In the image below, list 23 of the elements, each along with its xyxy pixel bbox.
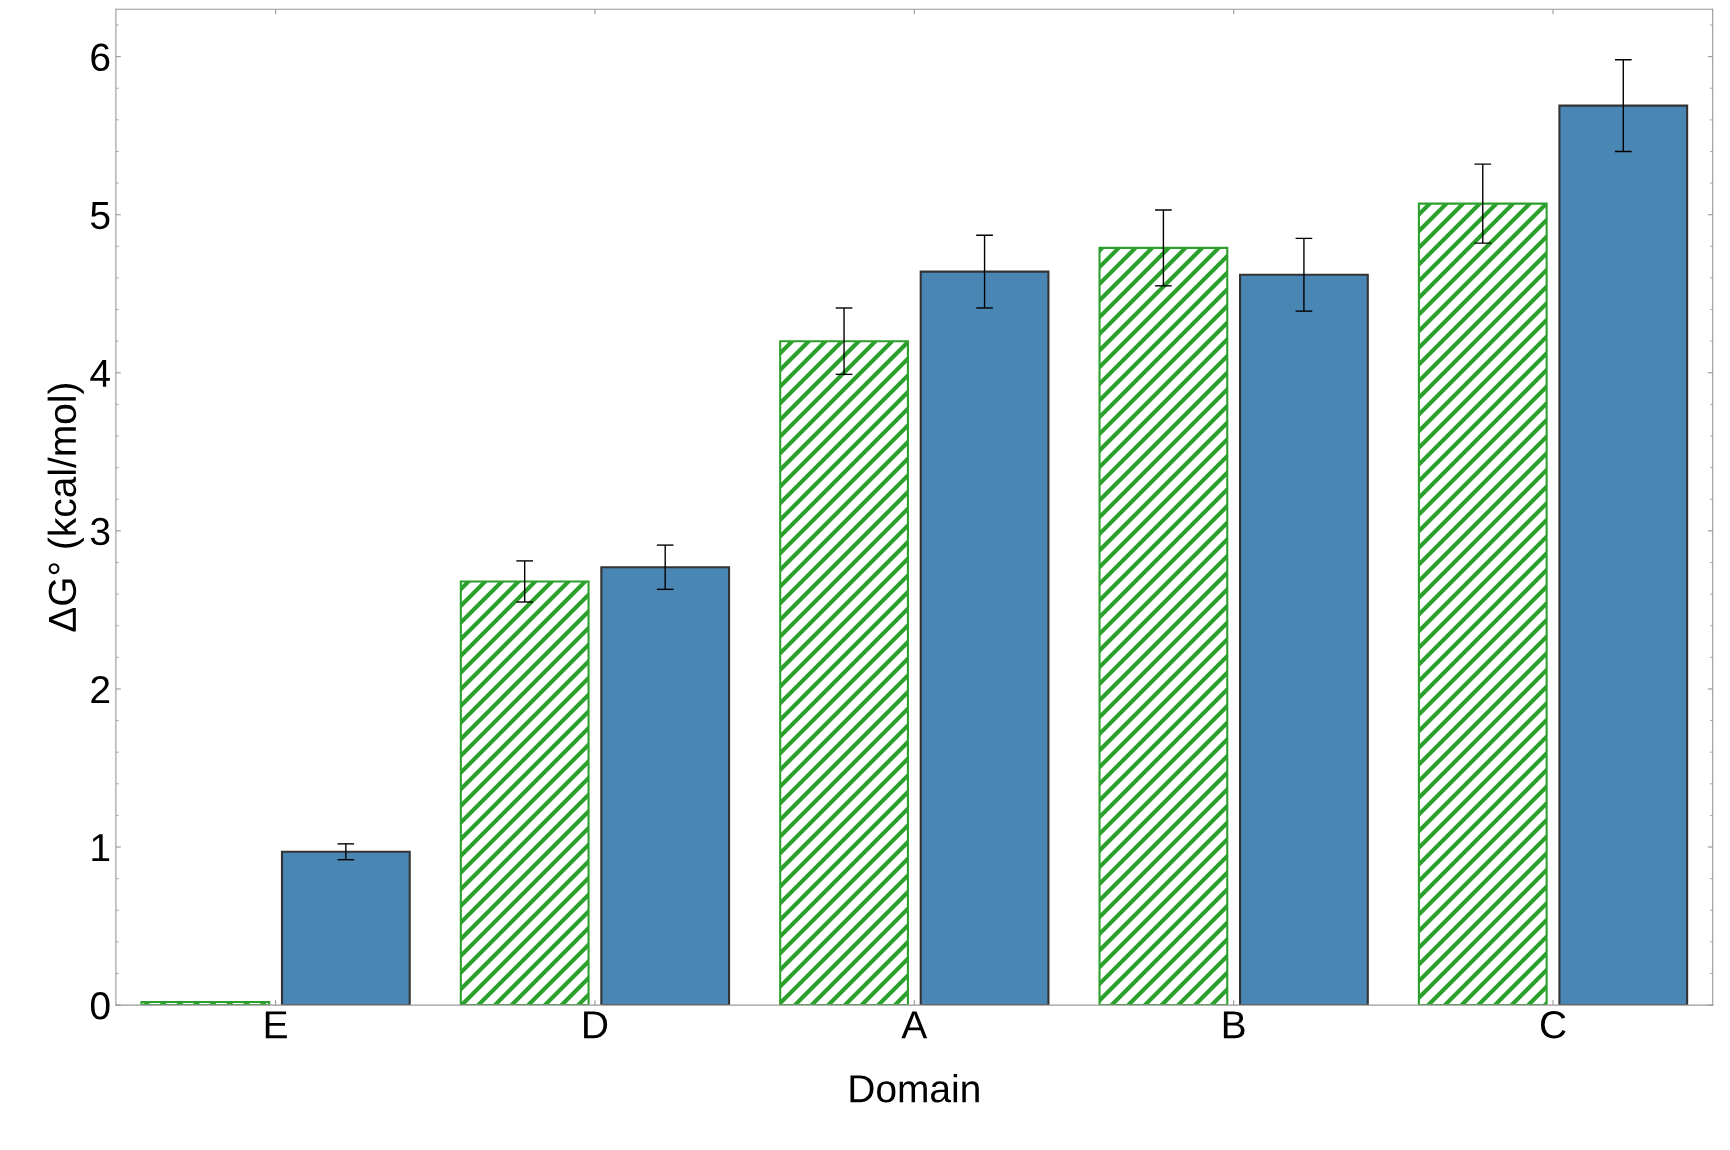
y-tick-label: 6 xyxy=(91,43,110,72)
y-tick-label: 1 xyxy=(92,834,110,862)
bar xyxy=(600,566,731,1006)
x-tick-label: C xyxy=(1540,1010,1566,1039)
bar xyxy=(919,270,1050,1006)
bar xyxy=(280,850,411,1006)
x-tick-label: B xyxy=(1223,1011,1245,1039)
y-tick-label: 5 xyxy=(90,202,110,230)
x-axis-title: Domain xyxy=(850,1073,979,1103)
y-tick-label: 4 xyxy=(90,360,110,387)
y-tick-label: 0 xyxy=(90,992,110,1020)
bar xyxy=(779,340,909,1006)
y-tick-label: 3 xyxy=(90,517,110,546)
bar xyxy=(1239,273,1369,1006)
y-tick-label: 2 xyxy=(91,675,110,704)
bar xyxy=(1098,246,1229,1006)
x-tick-label: D xyxy=(584,1011,608,1039)
bar xyxy=(1417,202,1548,1006)
bar xyxy=(1558,104,1689,1006)
y-axis-title: ΔG° (kcal/mol) xyxy=(47,384,84,632)
x-tick-label: E xyxy=(265,1011,287,1039)
bar xyxy=(459,580,590,1006)
x-tick-label: A xyxy=(901,1011,928,1039)
